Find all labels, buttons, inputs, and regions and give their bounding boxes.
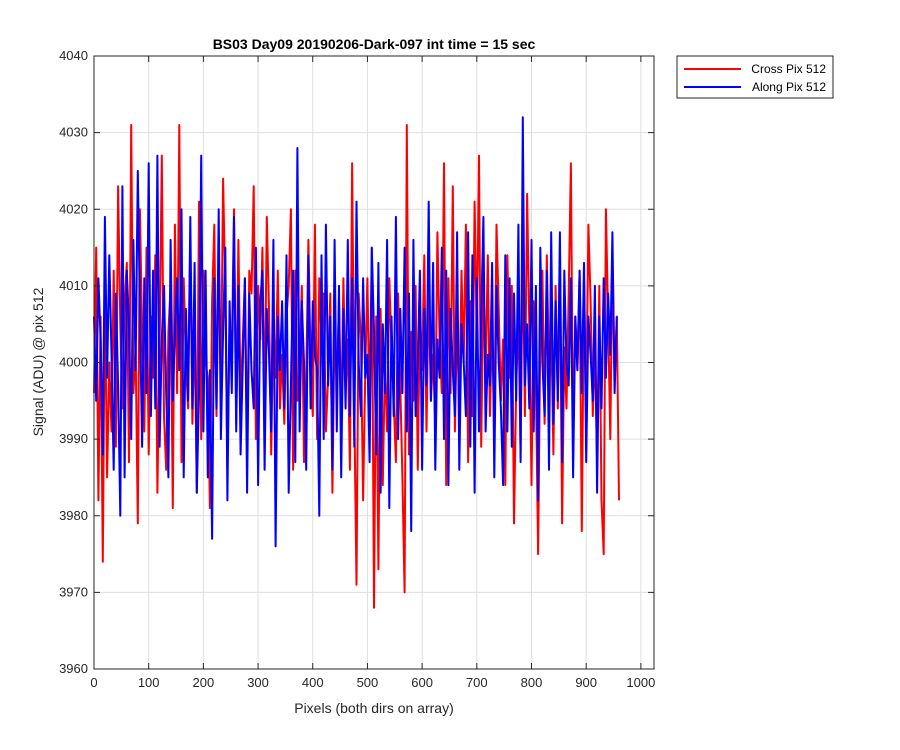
legend: Cross Pix 512 Along Pix 512 [676, 55, 834, 99]
y-tick-label: 3970 [59, 584, 88, 599]
x-tick-label: 600 [411, 675, 433, 690]
legend-label-cross-pix-512: Cross Pix 512 [751, 62, 826, 76]
x-tick-label: 300 [247, 675, 269, 690]
y-tick-label: 4030 [59, 125, 88, 140]
y-tick-label: 4040 [59, 48, 88, 63]
x-tick-label: 900 [575, 675, 597, 690]
y-tick-label: 3990 [59, 431, 88, 446]
x-tick-label: 700 [466, 675, 488, 690]
x-tick-label: 400 [302, 675, 324, 690]
x-tick-label: 1000 [626, 675, 655, 690]
x-axis-label: Pixels (both dirs on array) [294, 700, 454, 716]
ticks: 0 100 200 300 400 500 600 700 800 900 1000 3960 3970… [59, 48, 655, 690]
y-tick-label: 4020 [59, 201, 88, 216]
series-line-along-pix-512 [93, 116, 618, 548]
y-tick-label: 3960 [59, 661, 88, 676]
x-tick-label: 800 [521, 675, 543, 690]
chart-title: BS03 Day09 20190206-Dark-097 int time = … [213, 36, 536, 52]
x-tick-label: 200 [193, 675, 215, 690]
y-axis-label: Signal (ADU) @ pix 512 [30, 287, 46, 436]
legend-box [676, 55, 834, 99]
series-layer [93, 116, 620, 609]
x-tick-label: 0 [90, 675, 97, 690]
x-tick-label: 100 [138, 675, 160, 690]
x-tick-label: 500 [357, 675, 379, 690]
y-tick-label: 3980 [59, 508, 88, 523]
series-line-cross-pix-512 [93, 124, 620, 609]
legend-label-along-pix-512: Along Pix 512 [752, 80, 826, 94]
y-tick-label: 4000 [59, 355, 88, 370]
y-tick-label: 4010 [59, 278, 88, 293]
